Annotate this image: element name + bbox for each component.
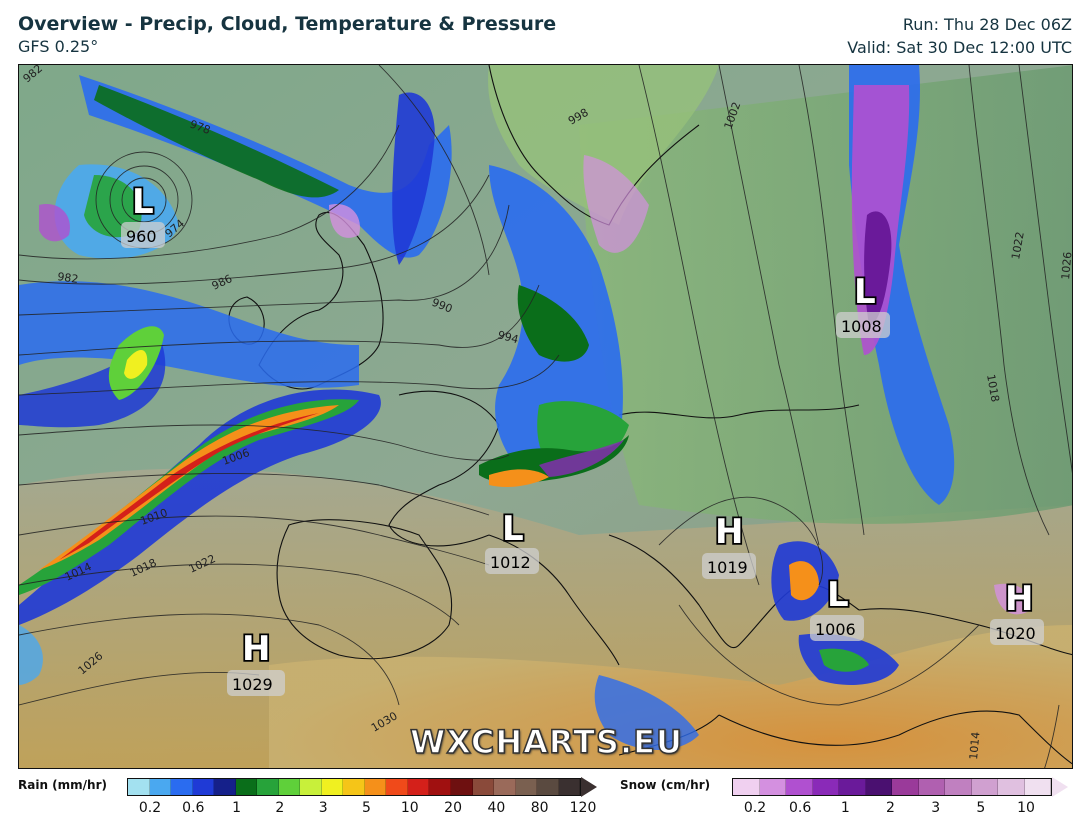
- snow-legend-title: Snow (cm/hr): [620, 778, 711, 792]
- rain-color-cell: [192, 779, 215, 795]
- pressure-value: 1020: [995, 624, 1036, 643]
- rain-color-cell: [235, 779, 258, 795]
- snow-color-cell: [839, 779, 866, 795]
- rain-tick-label: 120: [569, 800, 597, 816]
- snow-color-cell: [918, 779, 945, 795]
- rain-color-cell: [149, 779, 172, 795]
- rain-color-cell: [343, 779, 365, 795]
- header: Overview - Precip, Cloud, Temperature & …: [0, 0, 1089, 62]
- rain-bar-arrow: [581, 777, 597, 797]
- rain-legend-title: Rain (mm/hr): [18, 778, 107, 792]
- low-marker: L: [502, 509, 524, 549]
- high-marker: H: [1005, 579, 1033, 619]
- snow-tick-label: 2: [886, 800, 895, 816]
- rain-color-cell: [257, 779, 279, 795]
- rain-tick-label: 3: [318, 800, 328, 816]
- pressure-value: 1019: [707, 558, 748, 577]
- isobar-label: 982: [57, 270, 80, 286]
- rain-color-cell: [515, 779, 538, 795]
- rain-color-cell: [537, 779, 559, 795]
- snow-color-cell: [759, 779, 786, 795]
- snow-color-cell: [786, 779, 813, 795]
- low-marker: L: [854, 272, 876, 312]
- pressure-value: 1006: [815, 620, 856, 639]
- rain-tick-label: 0.6: [182, 800, 205, 816]
- pressure-value: 1012: [490, 553, 531, 572]
- snow-tick-label: 1: [840, 800, 850, 816]
- snow-color-cell: [971, 779, 998, 795]
- rain-color-cell: [429, 779, 451, 795]
- rain-tick-label: 10: [400, 800, 419, 816]
- rain-color-cell: [171, 779, 193, 795]
- rain-tick-label: 40: [487, 800, 506, 816]
- pressure-center-960: L 960: [121, 180, 165, 248]
- map-canvas: 982 978 974 982 986 990 994 998 1002 100…: [19, 65, 1073, 768]
- snow-color-cell: [945, 779, 972, 795]
- snow-tick-label: 0.2: [743, 800, 767, 816]
- low-marker: L: [827, 575, 849, 615]
- isobar-label: 1014: [967, 731, 982, 760]
- rain-color-cell: [450, 779, 473, 795]
- snow-color-cell: [812, 779, 839, 795]
- snow-tick-label: 10: [1017, 800, 1035, 816]
- rain-color-cell: [386, 779, 408, 795]
- rain-color-cell: [321, 779, 344, 795]
- rain-color-cell: [558, 779, 581, 795]
- pressure-value: 1008: [841, 317, 882, 336]
- pressure-value: 960: [126, 227, 157, 246]
- rain-color-cell: [494, 779, 516, 795]
- rain-color-cell: [278, 779, 301, 795]
- isobar-label: 1022: [1009, 231, 1027, 261]
- rain-color-bar: [128, 779, 581, 795]
- rain-tick-label: 2: [275, 800, 285, 816]
- snow-color-cell: [892, 779, 919, 795]
- pressure-center-1008: L 1008: [836, 270, 890, 338]
- snow-tick-label: 3: [931, 800, 941, 816]
- rain-color-cell: [128, 779, 150, 795]
- isobars: [19, 65, 1072, 768]
- snow-color-bar: [733, 779, 1051, 795]
- pressure-center-1006: L 1006: [810, 573, 864, 641]
- chart-title: Overview - Precip, Cloud, Temperature & …: [18, 13, 557, 35]
- high-marker: H: [715, 512, 743, 552]
- pressure-center-1019: H 1019: [702, 510, 756, 579]
- snow-color-cell: [1024, 779, 1051, 795]
- rain-color-cell: [364, 779, 387, 795]
- valid-time: Valid: Sat 30 Dec 12:00 UTC: [847, 38, 1072, 57]
- snow-tick-label: 5: [976, 800, 986, 816]
- scandinavia: [488, 65, 719, 225]
- snow-tick-label: 0.6: [789, 800, 812, 816]
- pressure-center-1029: H 1029: [227, 627, 285, 696]
- pressure-center-1012: L 1012: [485, 507, 539, 574]
- snow-color-cell: [865, 779, 892, 795]
- pressure-value: 1029: [232, 675, 273, 694]
- snow-bar-arrow: [1052, 777, 1068, 797]
- rain-tick-label: 80: [530, 800, 549, 816]
- snow-color-cell: [733, 779, 760, 795]
- model-label: GFS 0.25°: [18, 37, 99, 56]
- isobar-label: 1018: [984, 373, 1002, 403]
- isobar-label: 994: [496, 328, 520, 346]
- eastern-land: [579, 65, 1072, 524]
- run-time: Run: Thu 28 Dec 06Z: [902, 15, 1072, 34]
- high-marker: H: [242, 629, 270, 669]
- weather-map[interactable]: 982 978 974 982 986 990 994 998 1002 100…: [18, 64, 1073, 769]
- desert-area: [269, 625, 1072, 768]
- rain-color-cell: [300, 779, 322, 795]
- rain-color-cell: [214, 779, 236, 795]
- watermark-logo: WXCHARTS.EU: [409, 722, 683, 762]
- rain-tick-label: 5: [362, 800, 371, 816]
- snow-bands: [39, 65, 1032, 615]
- rain-color-cell: [407, 779, 430, 795]
- legend: Rain (mm/hr) 0.2 0.6 1 2 3 5 10 20 40 80 120 Snow …: [0, 773, 1089, 836]
- low-marker: L: [132, 182, 154, 222]
- rain-tick-label: 20: [444, 800, 463, 816]
- rain-bands: [19, 75, 899, 750]
- rain-tick-label: 0.2: [138, 800, 162, 816]
- rain-color-cell: [472, 779, 495, 795]
- rain-tick-label: 1: [232, 800, 242, 816]
- snow-color-cell: [998, 779, 1025, 795]
- pressure-center-1020: H 1020: [990, 577, 1044, 645]
- isobar-label: 1026: [1059, 251, 1073, 280]
